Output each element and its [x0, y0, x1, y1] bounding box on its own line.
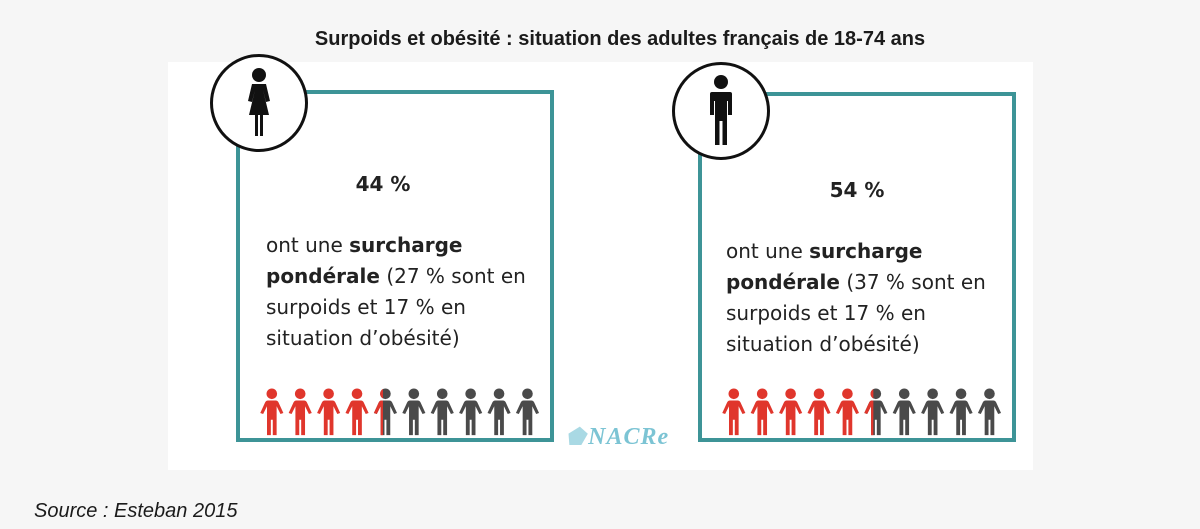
women-people-row	[260, 388, 540, 436]
women-card: 44 % ont une surcharge pondérale (27 % s…	[210, 54, 556, 442]
person-icon	[459, 388, 483, 436]
person-icon	[779, 388, 803, 436]
france-map-icon: ⬟	[566, 424, 587, 449]
women-percent: 44 %	[355, 172, 411, 196]
logo-text: NACRe	[588, 424, 670, 450]
person-icon	[722, 388, 746, 436]
women-description: ont une surcharge pondérale (27 % sont e…	[266, 230, 556, 354]
person-icon	[317, 388, 341, 436]
men-text-bold: surcharge pondérale	[726, 239, 923, 294]
person-icon	[402, 388, 426, 436]
person-icon	[515, 388, 540, 436]
infographic-panel: 44 % ont une surcharge pondérale (27 % s…	[168, 54, 1033, 470]
person-icon	[430, 388, 454, 436]
men-card: 54 % ont une surcharge pondérale (37 % s…	[672, 62, 1016, 442]
men-text-pre: ont une	[726, 239, 810, 263]
woman-avatar	[210, 54, 308, 152]
person-icon	[864, 388, 888, 436]
person-icon	[977, 388, 1002, 436]
women-text-post: (27 % sont en surpoids et 17 % en situat…	[266, 264, 526, 350]
person-icon	[288, 388, 312, 436]
page-title: Surpoids et obésité : situation des adul…	[314, 28, 926, 50]
nacre-logo: ⬟NACRe	[566, 424, 669, 451]
women-text-bold: surcharge pondérale	[266, 233, 463, 288]
men-description: ont une surcharge pondérale (37 % sont e…	[726, 236, 1016, 360]
men-percent: 54 %	[829, 178, 885, 202]
person-icon	[921, 388, 945, 436]
person-icon	[487, 388, 511, 436]
woman-icon	[248, 68, 270, 136]
person-icon	[892, 388, 916, 436]
person-icon	[373, 388, 397, 436]
women-text-pre: ont une	[266, 233, 350, 257]
person-icon	[835, 388, 859, 436]
man-avatar	[672, 62, 770, 160]
man-icon	[710, 75, 732, 145]
person-icon	[345, 388, 369, 436]
source-note: Source : Esteban 2015	[34, 500, 238, 522]
men-people-row	[722, 388, 1002, 436]
person-icon	[949, 388, 973, 436]
person-icon	[750, 388, 774, 436]
person-icon	[807, 388, 831, 436]
men-text-post: (37 % sont en surpoids et 17 % en situat…	[726, 270, 986, 356]
person-icon	[260, 388, 284, 436]
